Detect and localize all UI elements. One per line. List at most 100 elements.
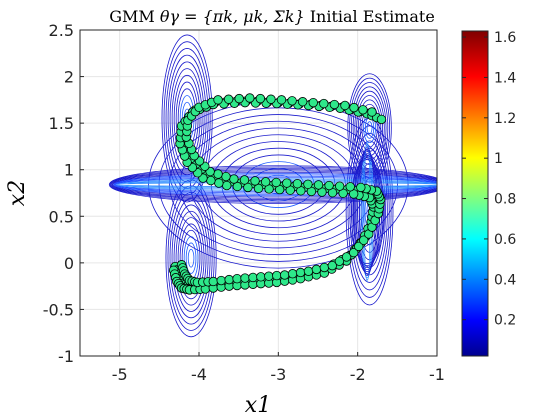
y-tick-label: 2.5 (49, 21, 74, 40)
data-point (341, 252, 352, 262)
x-axis-label-text: x1 (245, 393, 271, 418)
data-point (329, 99, 340, 110)
y-tick-label: 1 (64, 161, 74, 180)
data-point (356, 182, 366, 193)
data-point (358, 105, 368, 115)
data-point (213, 169, 223, 179)
plot-frame (79, 29, 438, 357)
density-contours (108, 34, 437, 338)
data-point (271, 177, 281, 188)
contour-line (366, 121, 373, 135)
contour-line (112, 171, 437, 198)
data-point (216, 275, 226, 286)
x-tick-label: -5 (112, 365, 128, 384)
data-point (208, 276, 218, 287)
data-point (245, 93, 255, 103)
data-point (214, 178, 224, 188)
data-point (359, 235, 369, 245)
contour-line (109, 166, 437, 203)
data-point (250, 176, 260, 186)
contour-line (111, 169, 437, 200)
data-point (303, 266, 314, 276)
data-point (234, 93, 244, 104)
chart-title: GMM θγ = {πk, μk, Σk} Initial Estimate (109, 7, 435, 26)
data-point (282, 178, 292, 188)
data-point (279, 270, 290, 280)
data-point (295, 267, 306, 278)
contour-line (173, 204, 209, 312)
data-point (297, 97, 308, 107)
data-point (223, 94, 234, 104)
colorbar (461, 30, 489, 357)
data-point (276, 95, 287, 105)
y-tick-label: 0.5 (49, 207, 74, 226)
data-point (319, 262, 330, 273)
data-point (239, 175, 250, 185)
data-point (292, 178, 303, 189)
data-point (345, 182, 355, 192)
chart-title-plain: GMM (109, 7, 160, 26)
data-point (334, 181, 345, 191)
colorbar-tick-label: 1.4 (494, 70, 516, 86)
colorbar-tick-label: 1.2 (494, 111, 516, 127)
contour-line (108, 165, 437, 204)
data-point (272, 270, 282, 281)
data-point (222, 180, 232, 191)
y-tick-label: 1.5 (49, 114, 74, 133)
contour-line (353, 147, 386, 276)
contour-line (351, 140, 388, 283)
data-point (240, 273, 250, 283)
x-axis-label: x1 (245, 393, 271, 418)
series-trajectory (176, 93, 386, 288)
data-point (334, 256, 345, 267)
contour-line (349, 159, 385, 264)
chart-title-math: θγ = {πk, μk, Σk} (160, 7, 305, 26)
contour-line (175, 210, 207, 306)
x-tick-label: -2 (350, 365, 366, 384)
contour-line (111, 170, 437, 199)
data-point (248, 272, 258, 283)
chart-title-suffix: Initial Estimate (305, 7, 435, 26)
data-point (213, 95, 223, 105)
data-point (303, 179, 313, 190)
y-axis-label: x2 (5, 180, 30, 206)
data-point (313, 180, 324, 190)
contour-line (177, 217, 205, 300)
data-point (264, 271, 274, 281)
colorbar-tick-label: 1.6 (494, 30, 516, 46)
data-point (256, 272, 266, 282)
data-point (260, 177, 271, 187)
contour-line (185, 242, 197, 274)
y-tick-label: -0.5 (43, 300, 74, 319)
contour-line (161, 34, 213, 203)
colorbar-tick-label: 0.8 (494, 192, 516, 208)
colorbar-tick-label: 0.2 (494, 313, 516, 329)
data-point (319, 98, 329, 109)
data-point (224, 274, 234, 285)
data-point (340, 100, 350, 111)
data-point (266, 94, 276, 104)
y-tick-label: -1 (58, 347, 74, 366)
y-axis-ticks: -1 -0.5 0 0.5 1 1.5 2 2.5 (43, 21, 84, 366)
colorbar-tick-label: 1 (494, 151, 503, 167)
x-axis-ticks: -5 -4 -3 -2 -1 (112, 352, 445, 384)
data-point (367, 107, 377, 117)
data-point (349, 102, 359, 113)
data-point (327, 260, 337, 271)
x-tick-label: -4 (191, 365, 207, 384)
contour-line (113, 173, 437, 197)
contour-line (110, 167, 437, 202)
x-tick-label: -3 (270, 365, 286, 384)
colorbar-tick-label: 0.4 (494, 272, 516, 288)
data-point (229, 174, 239, 184)
data-point (354, 241, 364, 252)
colorbar-ticks: 0.2 0.4 0.6 0.8 1 1.2 1.4 1.6 (462, 30, 516, 329)
data-point (311, 264, 322, 275)
data-points (168, 93, 387, 295)
y-axis-label-text: x2 (5, 180, 30, 206)
contour-line (347, 125, 392, 298)
data-point (376, 114, 387, 125)
y-tick-label: 0 (64, 254, 74, 273)
data-point (255, 93, 266, 104)
